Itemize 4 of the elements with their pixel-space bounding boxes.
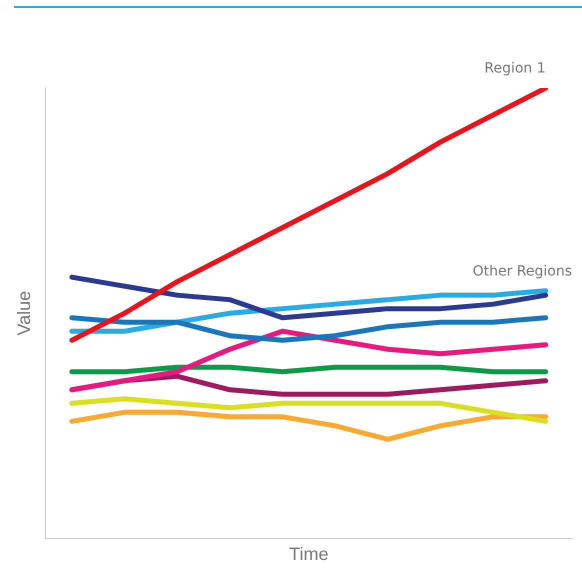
x-axis-title: Time [289,544,328,564]
y-axis-title: Value [14,290,34,336]
annotation: Other Regions [472,263,572,280]
series-label: Region 1 [484,60,546,77]
